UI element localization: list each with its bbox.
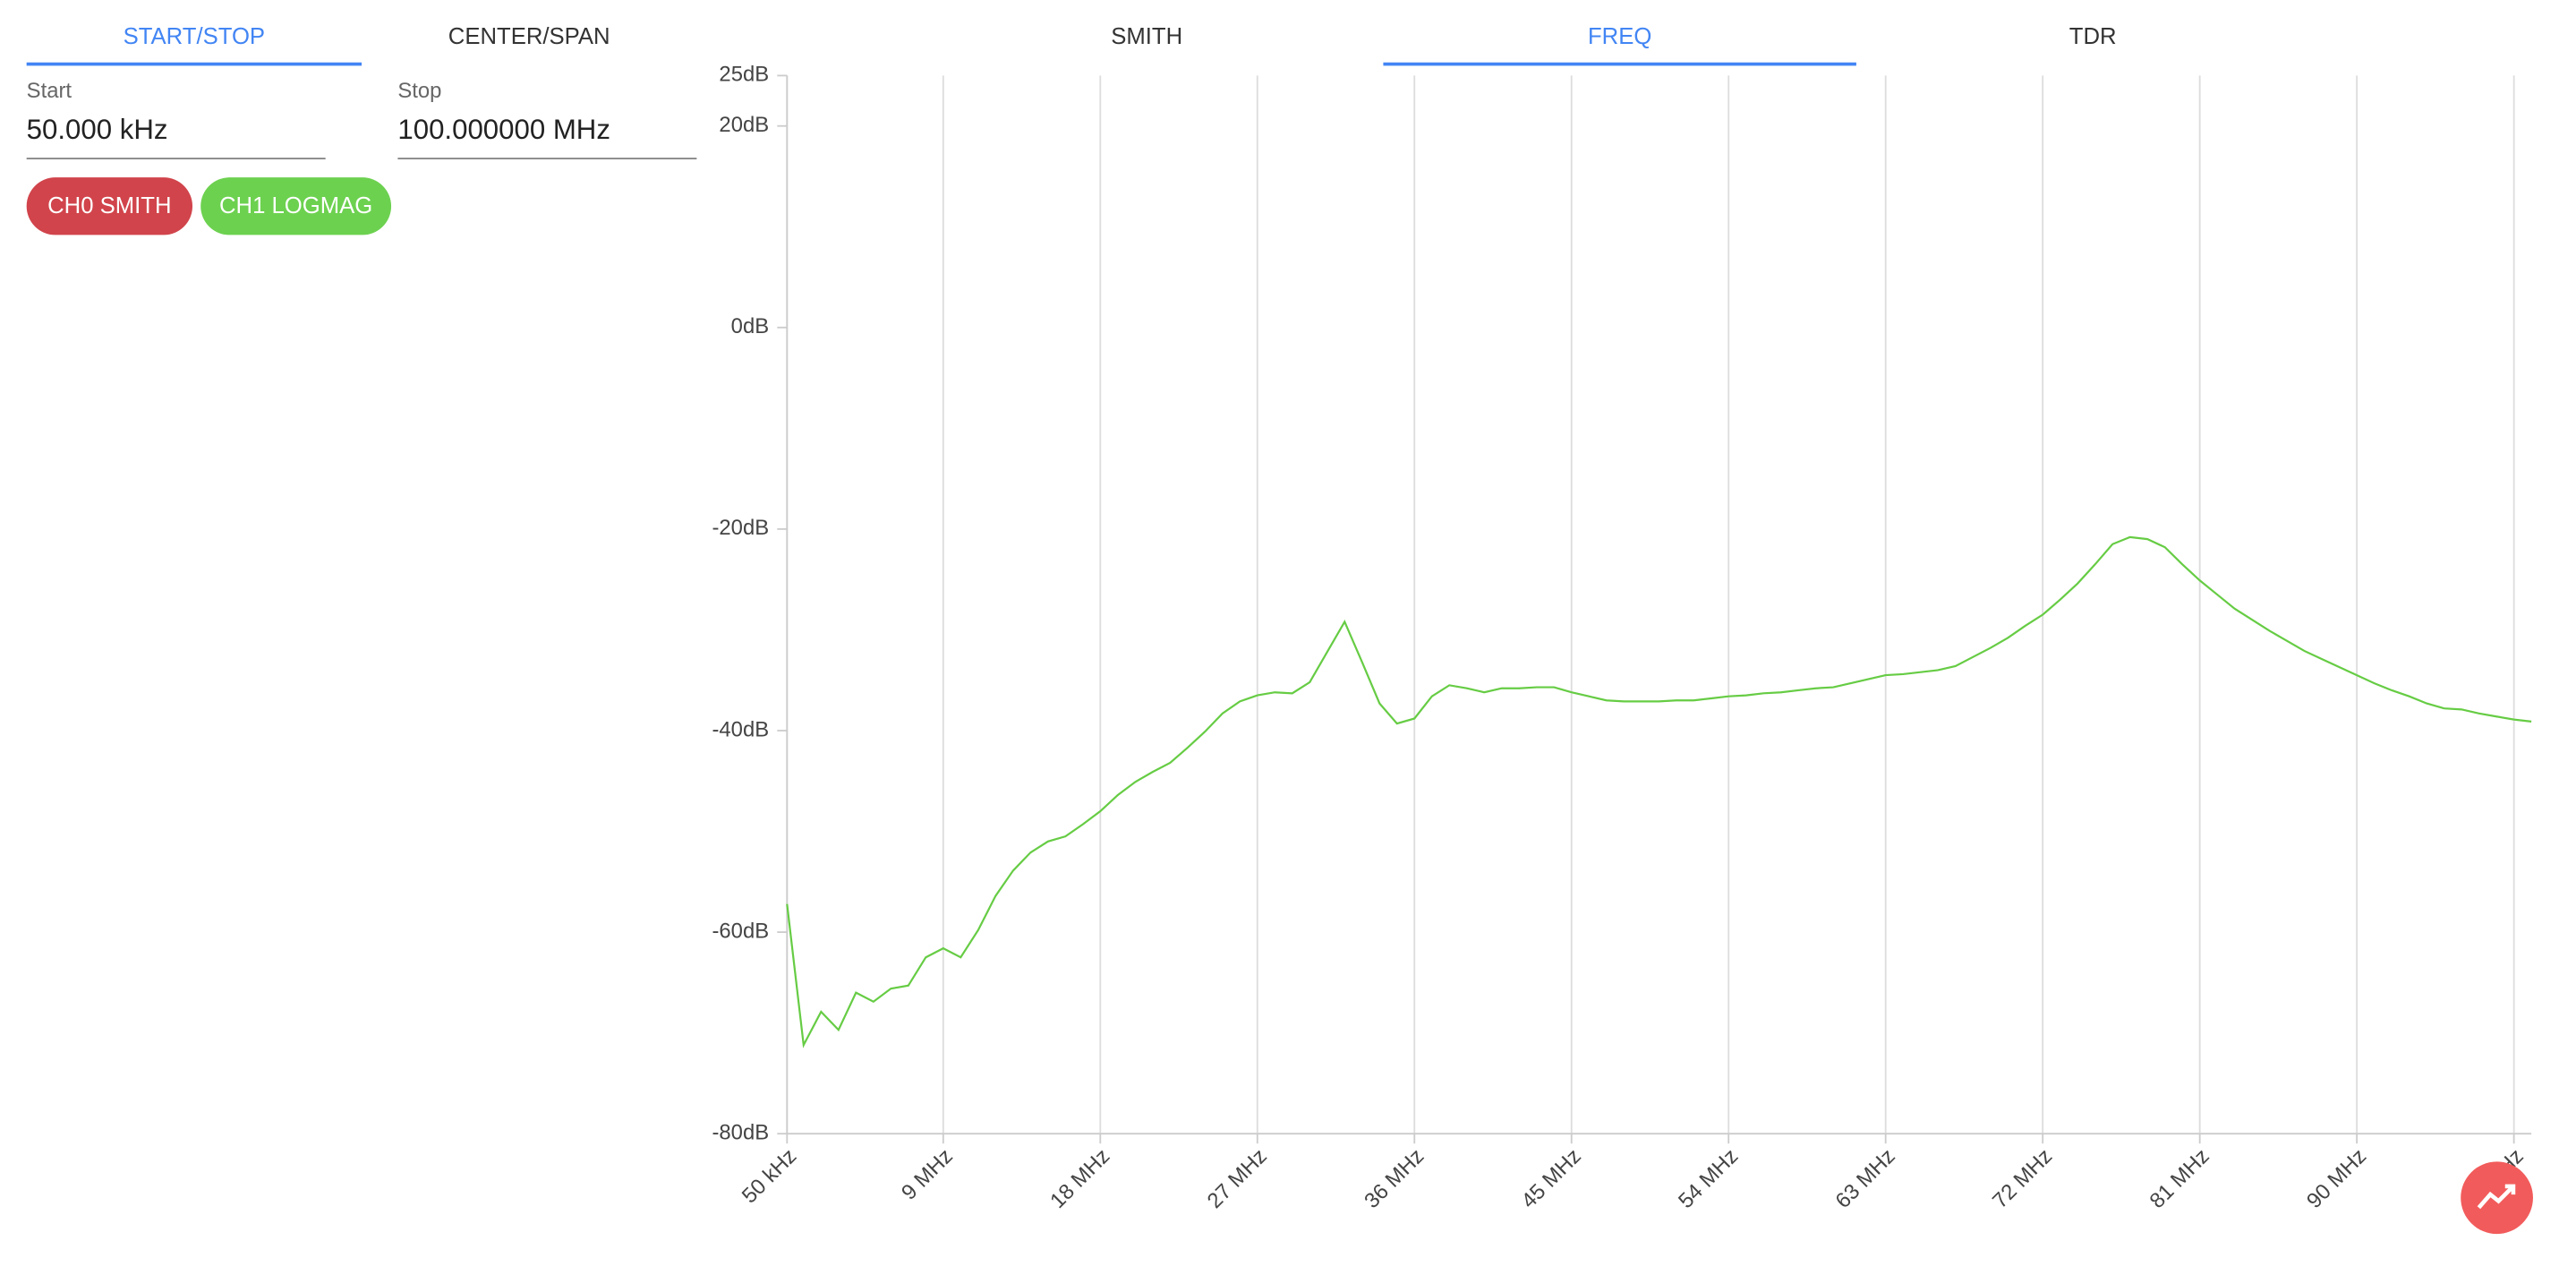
field-label: Stop [397, 79, 441, 103]
x-tick-label: 36 MHz [1360, 1144, 1429, 1213]
button[interactable] [26, 177, 193, 235]
y-tick-label: -40dB [712, 717, 769, 741]
field-input[interactable]: 50.000 kHz [27, 114, 168, 145]
x-tick-label: 45 MHz [1517, 1144, 1586, 1213]
tab[interactable]: FREQ [1588, 24, 1651, 49]
x-tick-label: 90 MHz [2302, 1144, 2371, 1213]
y-tick-label: 20dB [719, 113, 769, 137]
x-tick-label: 81 MHz [2145, 1144, 2214, 1213]
tab[interactable]: CENTER/SPAN [448, 24, 610, 49]
tab-indicator [26, 62, 363, 66]
tab[interactable]: START/STOP [124, 24, 265, 49]
fab-icon [2477, 1185, 2515, 1210]
x-tick-label: 27 MHz [1203, 1144, 1272, 1213]
controls: START/STOP CENTER/SPAN SMITH FREQ TDR Start 50… [26, 24, 2117, 235]
y-tick-label: -80dB [712, 1120, 769, 1144]
x-tick-label: 9 MHz [897, 1144, 958, 1205]
trace [786, 535, 2532, 1048]
y-tick-label: 25dB [719, 63, 769, 87]
button[interactable] [200, 177, 392, 235]
fab-icon [2504, 1184, 2516, 1195]
button-label[interactable]: CH1 LOGMAG [219, 193, 372, 218]
field-label: Start [27, 79, 73, 103]
y-tick-label: 0dB [731, 314, 769, 338]
x-tick-label: 50 kHz [738, 1144, 802, 1209]
y-tick-label: -60dB [712, 919, 769, 943]
tab-indicator [1383, 62, 1856, 66]
y-tick-label: -20dB [712, 516, 769, 540]
x-tick-label: 63 MHz [1831, 1144, 1900, 1213]
button-label[interactable]: CH0 SMITH [47, 193, 171, 218]
chart: 50 kHz 9 MHz 18 MHz 27 MHz 36 MHz 45 MHz 54 MH… [712, 63, 2532, 1213]
fab[interactable] [2461, 1161, 2533, 1235]
x-tick-label: 54 MHz [1674, 1144, 1743, 1213]
tab[interactable]: TDR [2069, 24, 2117, 49]
field-input[interactable]: 100.000000 MHz [397, 114, 610, 145]
tab[interactable]: SMITH [1111, 24, 1182, 49]
x-tick-label: 18 MHz [1045, 1144, 1114, 1213]
x-tick-label: 72 MHz [1988, 1144, 2057, 1213]
